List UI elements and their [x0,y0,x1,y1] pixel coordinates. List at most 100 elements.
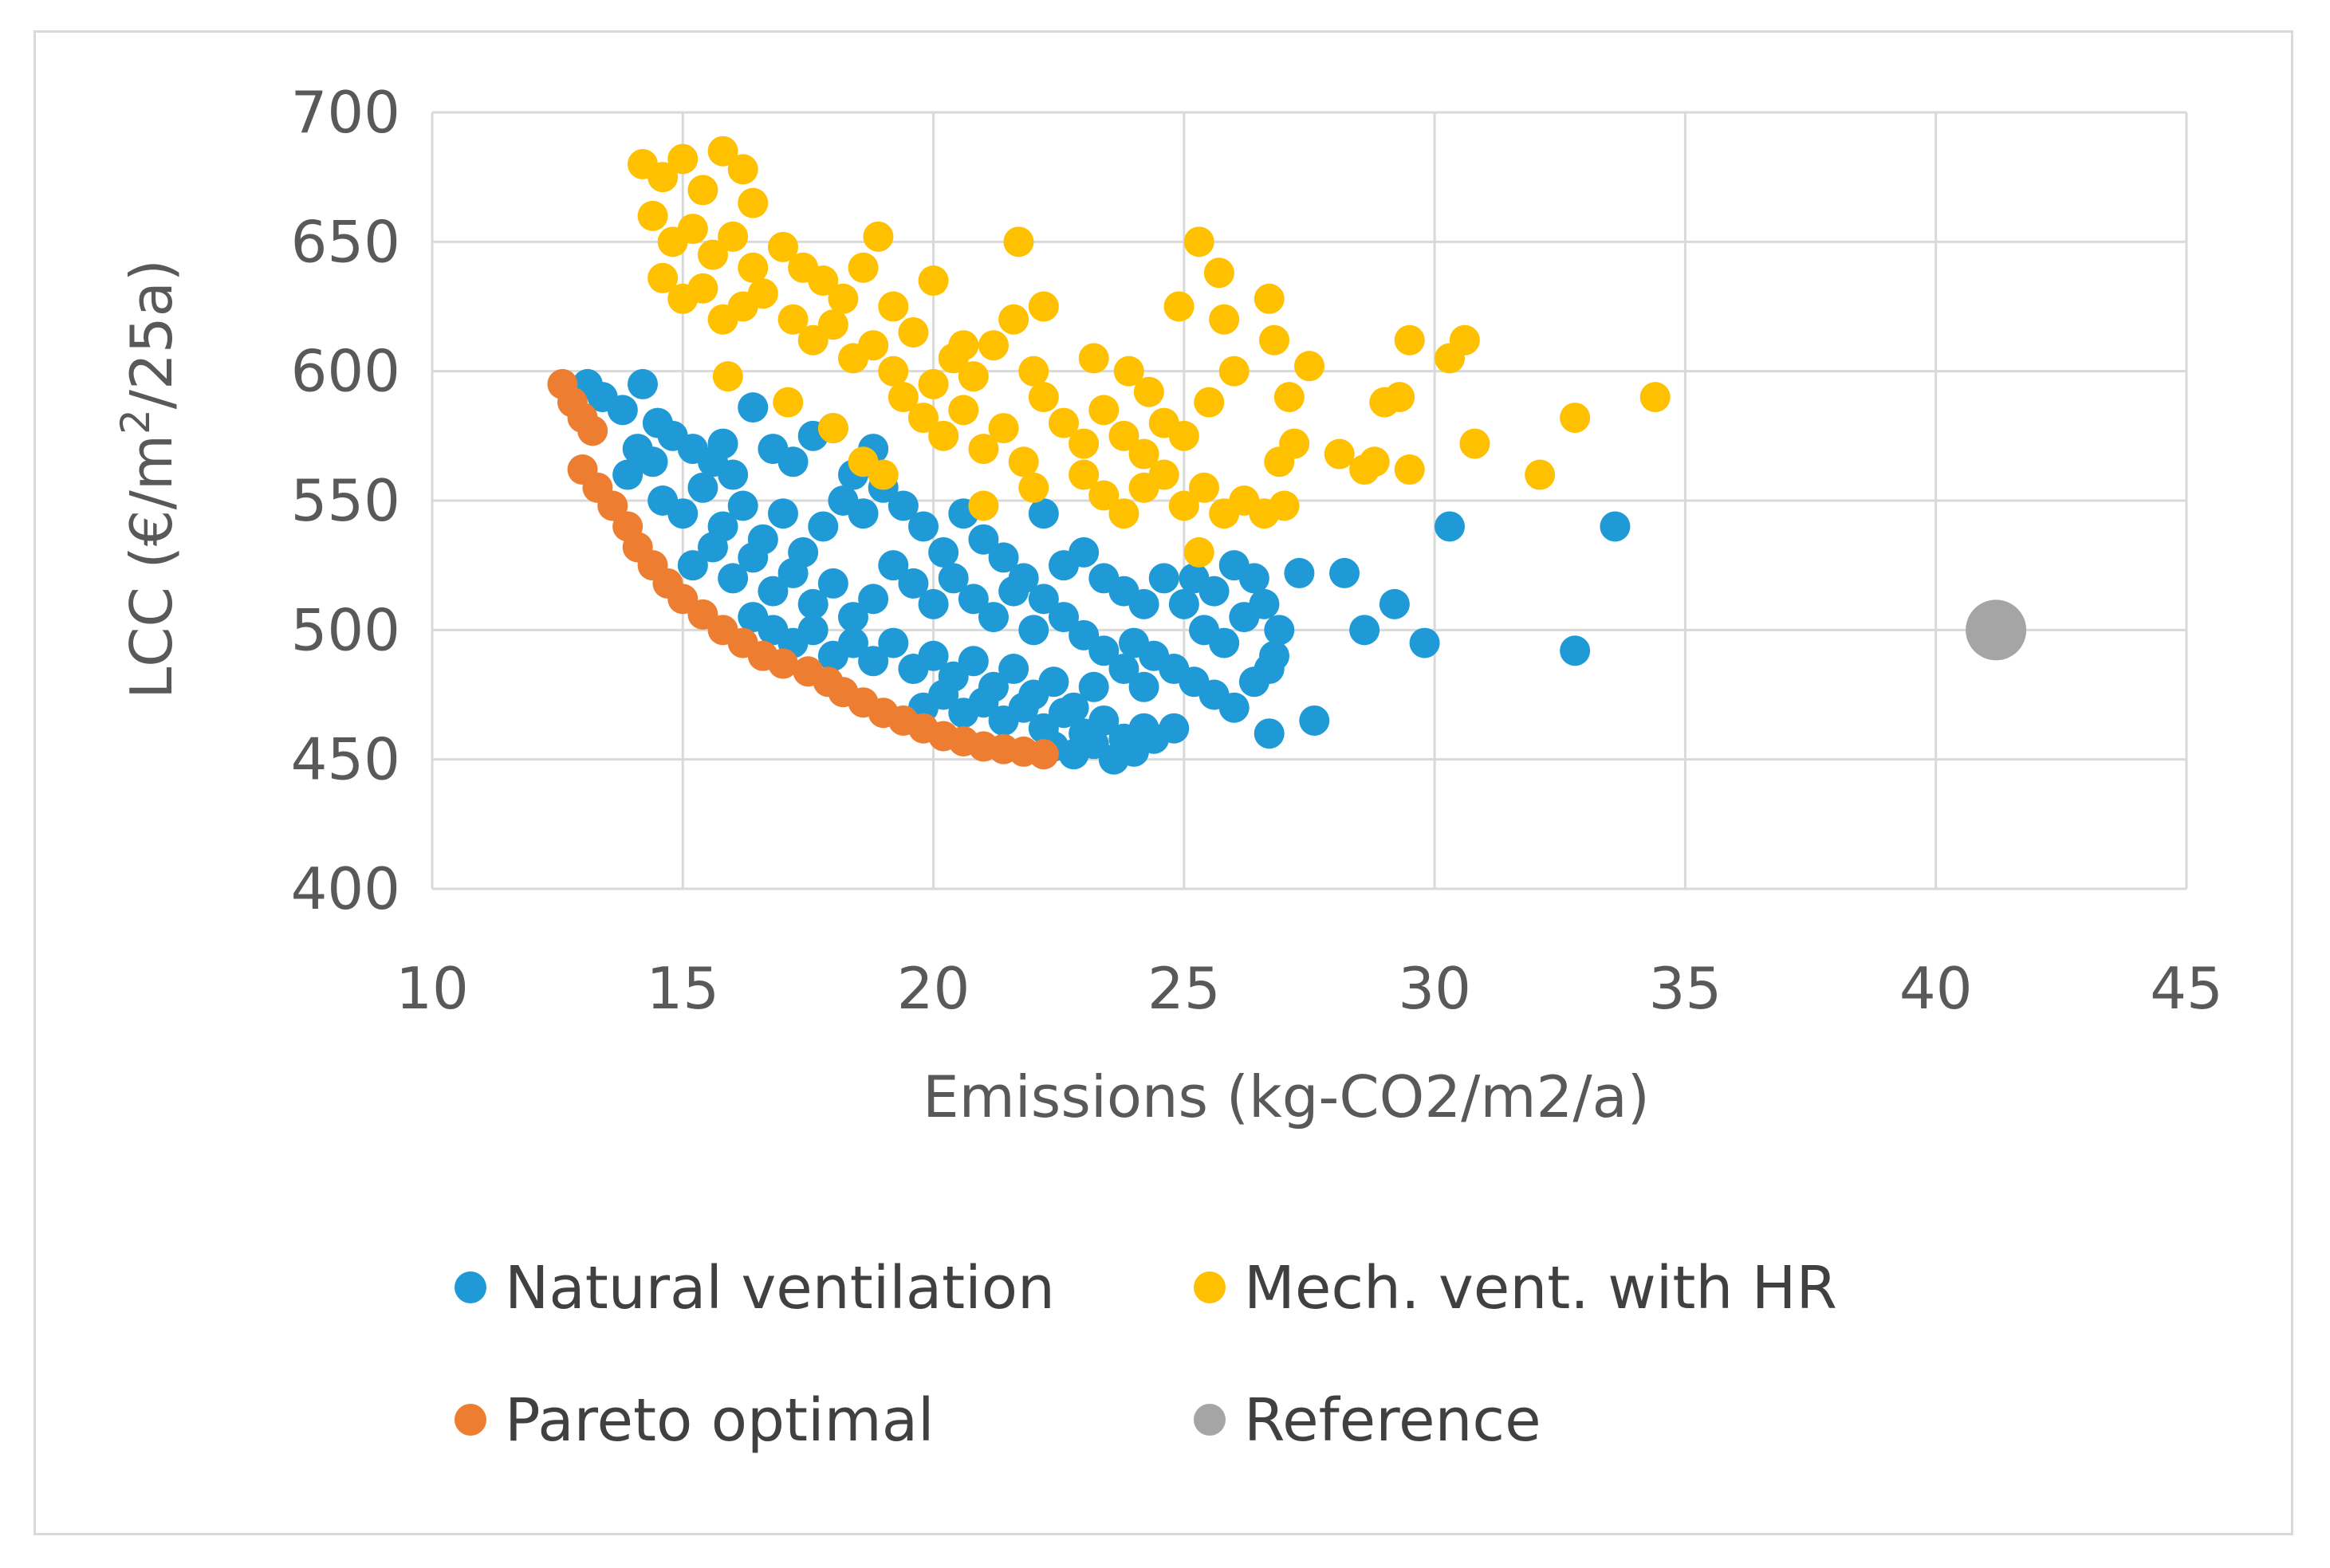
y-tick-label: 650 [291,208,400,275]
data-point-natural-ventilation [878,550,909,581]
data-point-mech-vent-with-hr [1269,490,1300,521]
data-point-mech-vent-with-hr [1049,407,1079,438]
x-tick-label: 35 [1649,955,1722,1022]
data-point-mech-vent-with-hr [1168,420,1199,451]
data-point-natural-ventilation [1329,557,1360,588]
data-point-mech-vent-with-hr [738,252,769,283]
data-point-mech-vent-with-hr [1264,446,1295,477]
y-tick-label: 400 [291,855,400,922]
data-point-natural-ventilation [1108,654,1139,685]
data-point-natural-ventilation [758,576,789,607]
data-point-mech-vent-with-hr [718,221,749,252]
data-point-pareto-optimal [1028,739,1059,770]
legend-item-reference: Reference [1194,1386,1541,1455]
data-point-natural-ventilation [928,536,959,568]
data-point-natural-ventilation [1284,557,1315,588]
data-point-mech-vent-with-hr [1088,395,1120,426]
series-natural-ventilation [572,368,1631,775]
data-point-mech-vent-with-hr [828,283,859,314]
data-point-mech-vent-with-hr [1254,283,1285,314]
data-point-mech-vent-with-hr [773,387,804,418]
data-point-mech-vent-with-hr [868,459,899,490]
data-point-mech-vent-with-hr [1108,498,1139,529]
data-point-reference [1966,599,2027,661]
y-tick-label: 450 [291,726,400,793]
data-point-natural-ventilation [1028,584,1059,615]
data-point-mech-vent-with-hr [747,278,778,309]
legend-label-reference: Reference [1244,1386,1541,1455]
data-point-mech-vent-with-hr [1189,472,1219,503]
data-point-natural-ventilation [1379,588,1410,619]
data-point-mech-vent-with-hr [667,143,699,175]
data-point-natural-ventilation [1218,692,1250,723]
data-point-natural-ventilation [838,627,868,658]
data-point-mech-vent-with-hr [1163,291,1195,322]
data-point-mech-vent-with-hr [878,291,909,322]
data-point-natural-ventilation [918,640,949,671]
data-point-mech-vent-with-hr [1194,387,1225,418]
data-point-mech-vent-with-hr [948,395,979,426]
data-point-mech-vent-with-hr [1183,226,1214,257]
data-point-natural-ventilation [677,550,708,581]
data-point-natural-ventilation [628,368,658,399]
x-tick-label: 15 [646,955,719,1022]
data-point-natural-ventilation [968,687,999,718]
data-point-mech-vent-with-hr [1324,438,1355,470]
data-point-mech-vent-with-hr [738,187,769,218]
data-point-mech-vent-with-hr [687,175,718,206]
data-point-natural-ventilation [637,446,668,477]
data-point-mech-vent-with-hr [1259,324,1289,356]
data-point-mech-vent-with-hr [948,330,979,361]
data-point-natural-ventilation [1349,615,1380,646]
data-point-natural-ventilation [687,472,718,503]
data-point-natural-ventilation [1148,563,1179,594]
legend-marker-reference [1194,1404,1226,1436]
data-point-mech-vent-with-hr [888,382,919,413]
data-point-natural-ventilation [698,532,728,563]
data-point-mech-vent-with-hr [1028,382,1059,413]
data-point-natural-ventilation [1209,627,1240,658]
data-point-natural-ventilation [797,588,828,619]
data-point-mech-vent-with-hr [998,304,1029,335]
data-point-mech-vent-with-hr [1394,324,1425,356]
data-point-mech-vent-with-hr [858,330,889,361]
data-point-natural-ventilation [1069,536,1100,568]
data-point-mech-vent-with-hr [1209,304,1240,335]
legend-marker-pareto-optimal [455,1404,486,1436]
data-point-mech-vent-with-hr [707,136,738,167]
data-point-mech-vent-with-hr [968,434,999,465]
legend: Natural ventilation Mech. vent. with HR … [455,1254,1837,1455]
data-point-natural-ventilation [797,615,828,646]
data-point-mech-vent-with-hr [1525,459,1556,490]
series-reference [1966,599,2027,661]
data-point-mech-vent-with-hr [1560,403,1591,434]
data-point-natural-ventilation [848,498,879,529]
data-point-natural-ventilation [858,584,889,615]
data-point-mech-vent-with-hr [1449,324,1480,356]
series-mech-vent-with-hr [628,136,1671,568]
data-point-mech-vent-with-hr [928,420,959,451]
data-point-natural-ventilation [727,490,758,521]
legend-marker-natural-ventilation [455,1271,486,1303]
legend-item-mech-vent: Mech. vent. with HR [1194,1254,1837,1322]
data-point-natural-ventilation [777,557,809,588]
data-point-natural-ventilation [998,654,1029,685]
data-point-mech-vent-with-hr [1003,226,1034,257]
data-point-natural-ventilation [1018,615,1049,646]
data-point-natural-ventilation [938,563,969,594]
data-point-natural-ventilation [718,459,749,490]
x-axis-title: Emissions (kg-CO2/m2/a) [923,1063,1650,1130]
y-axis-title: LCC (€/m2/25a) [112,259,185,699]
data-point-natural-ventilation [908,511,939,542]
data-point-mech-vent-with-hr [1294,351,1324,382]
data-point-mech-vent-with-hr [988,413,1019,444]
data-point-mech-vent-with-hr [908,403,939,434]
data-point-mech-vent-with-hr [647,262,679,293]
data-point-natural-ventilation [1264,615,1295,646]
data-point-pareto-optimal [768,648,798,679]
data-point-natural-ventilation [1049,698,1079,729]
data-point-natural-ventilation [898,568,929,599]
data-point-mech-vent-with-hr [1008,446,1039,477]
data-point-mech-vent-with-hr [687,273,718,304]
data-point-mech-vent-with-hr [677,214,708,245]
